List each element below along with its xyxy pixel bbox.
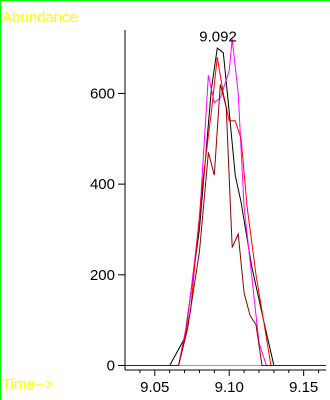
x-tick-label: 9.05: [140, 379, 169, 396]
y-tick-label: 600: [90, 85, 115, 102]
y-tick-label: 0: [107, 357, 115, 374]
series-line-3: [125, 57, 326, 366]
x-axis-label: Time-->: [2, 376, 54, 393]
peak-annotation: 9.092: [199, 28, 237, 45]
y-axis-label: Abundance: [2, 9, 78, 26]
x-tick-label: 9.15: [289, 379, 318, 396]
series-line-1: [125, 47, 326, 366]
series-group: [125, 39, 326, 366]
y-tick-label: 200: [90, 267, 115, 284]
y-tick-label: 400: [90, 176, 115, 193]
axis-ticks: 0 200 400 600 9.05 9.10 9.15: [90, 85, 320, 396]
series-line-2: [125, 39, 326, 366]
series-line-4: [125, 84, 326, 366]
annotation-group: 9.092: [199, 28, 237, 45]
x-tick-label: 9.10: [215, 379, 244, 396]
